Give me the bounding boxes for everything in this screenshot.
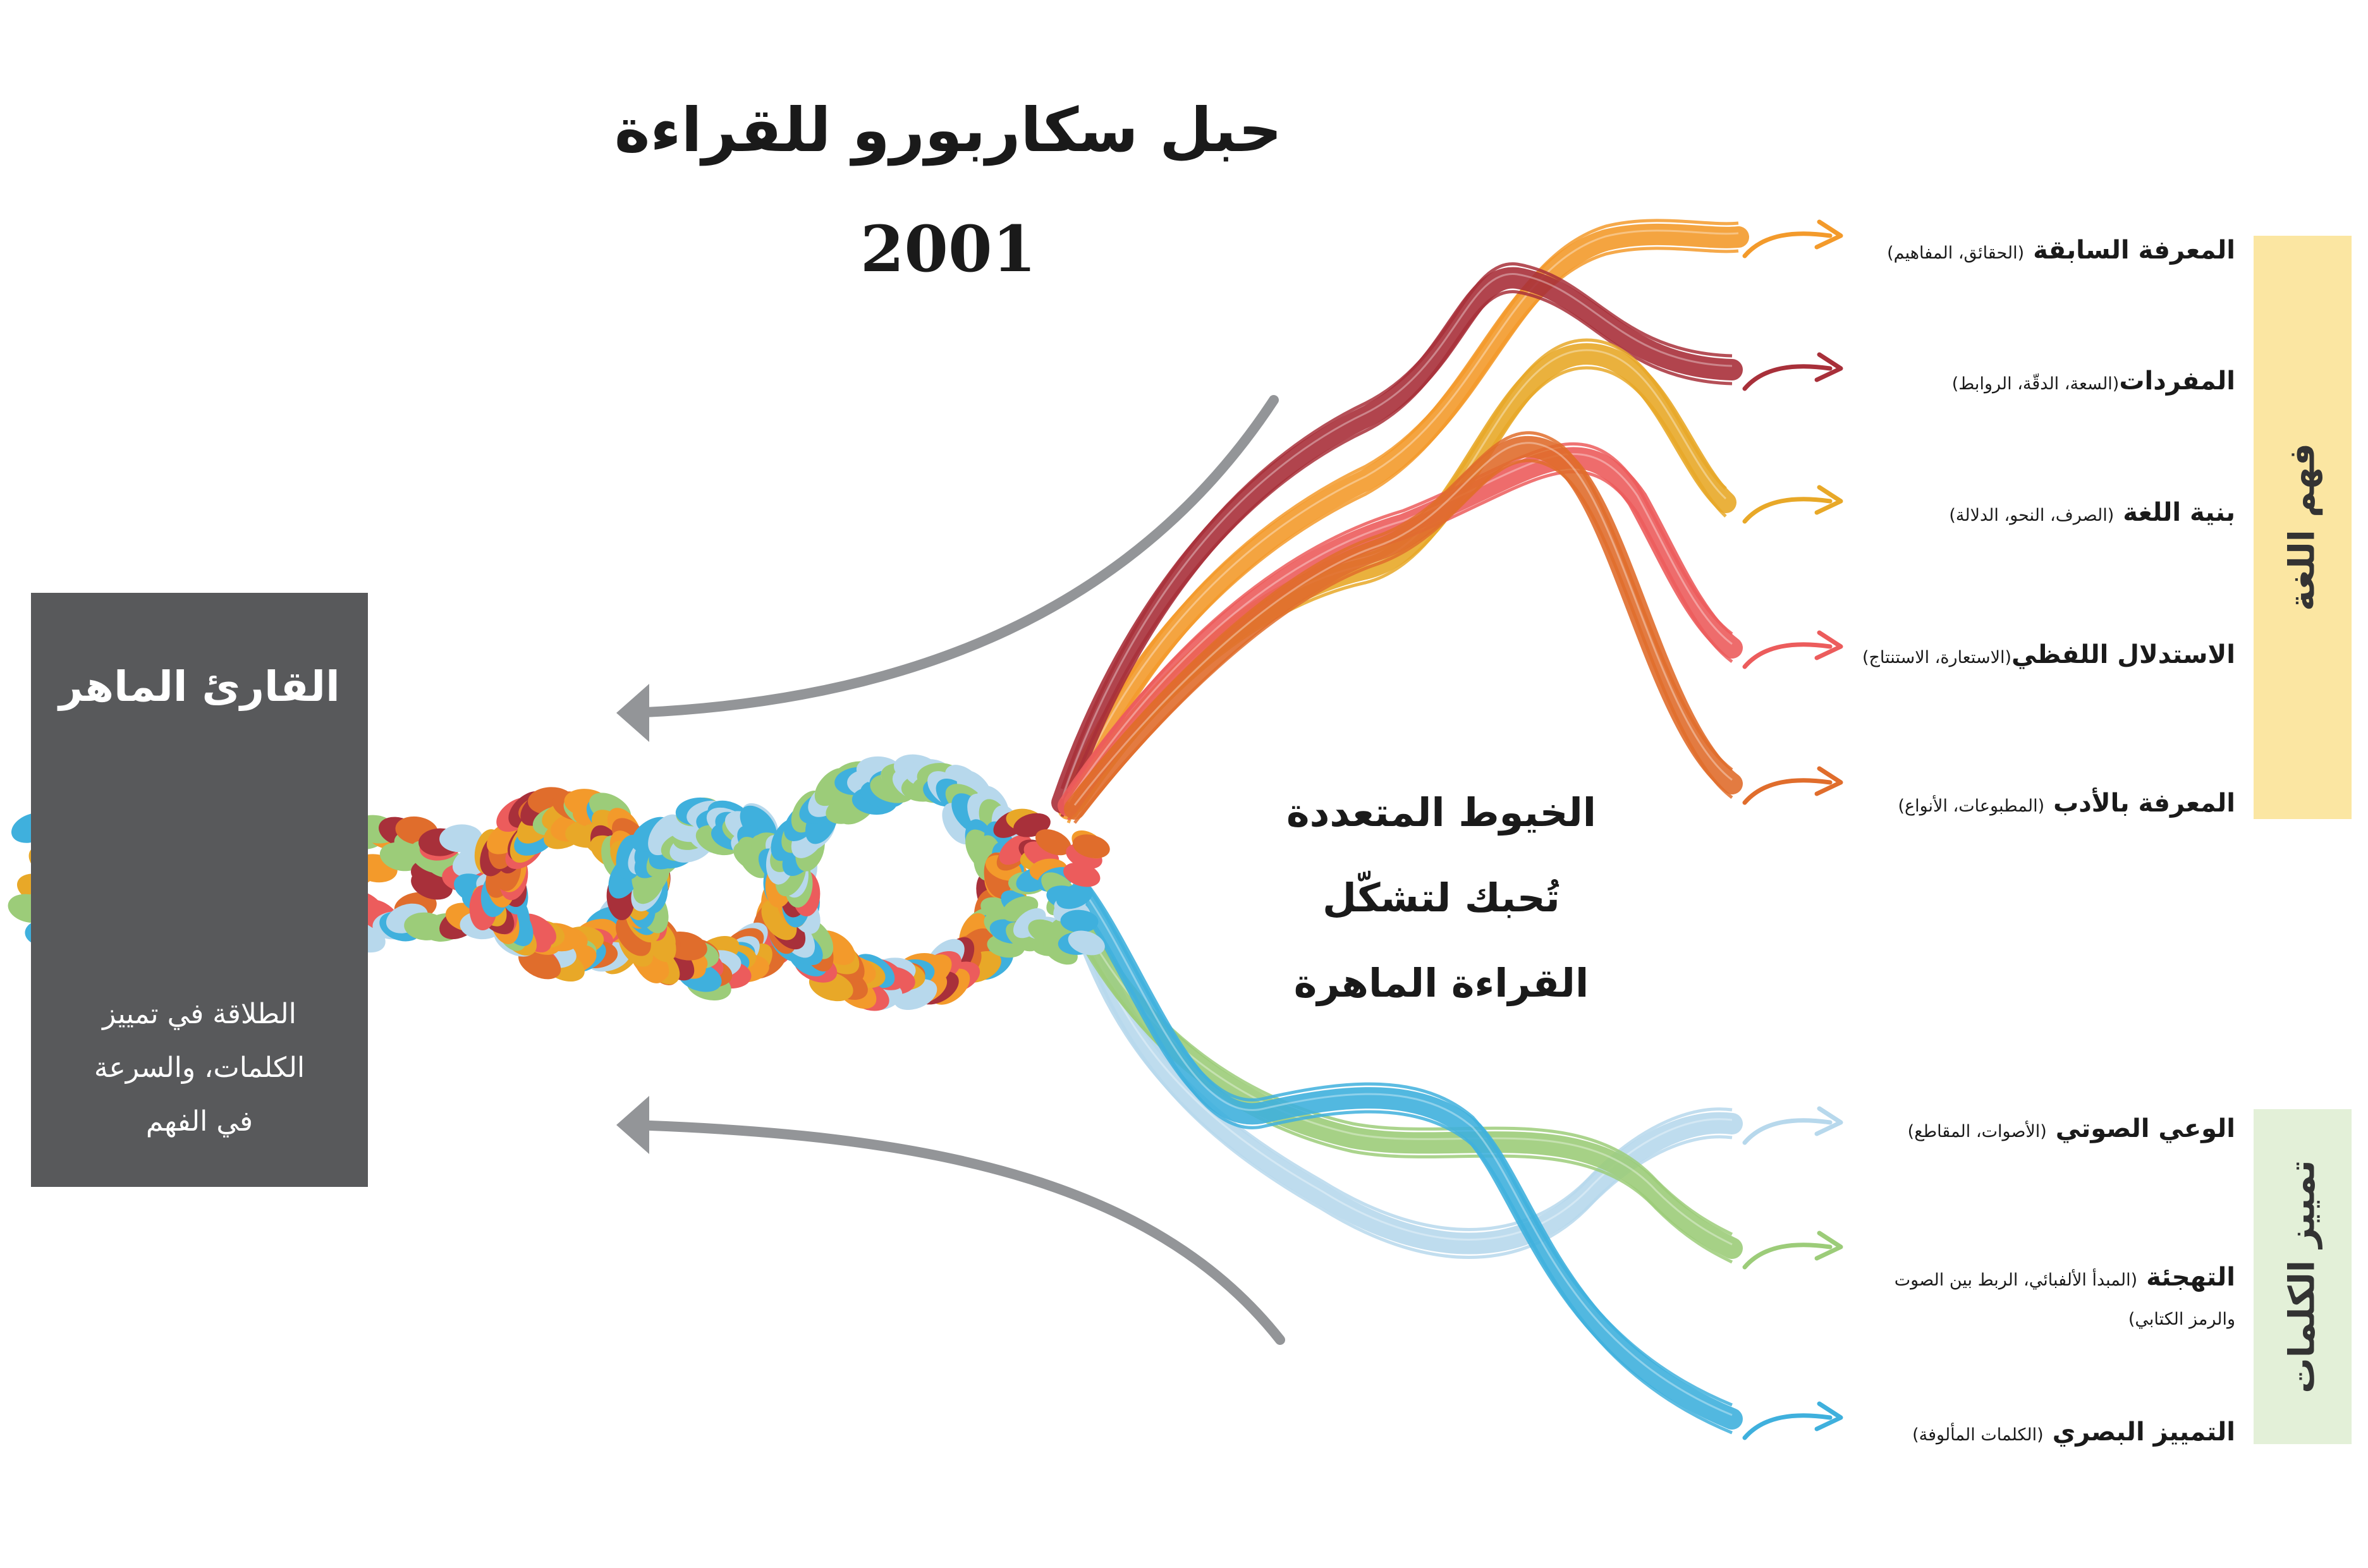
strand-detail: (السعة، الدقّة، الروابط) [1951, 374, 2120, 394]
strand-arrows [1742, 219, 1843, 1440]
skilled-reader-box: القارئ الماهر الطلاقة في تمييز الكلمات، … [31, 593, 368, 1187]
strand-label-background-knowledge: المعرفة السابقة (الحقائق، المفاهيم) [1887, 231, 2235, 270]
strand-name: بنية اللغة [2123, 498, 2235, 527]
rope-petal [1035, 829, 1071, 856]
rope-petal [1072, 834, 1110, 859]
strand-detail: (الأصوات، المقاطع) [1907, 1122, 2047, 1141]
strand-lower-3 [1070, 876, 1743, 1435]
strand-end-arrow-head [1814, 352, 1843, 382]
strand-end-arrow-line [1742, 1243, 1833, 1270]
strand-detail: (الحقائق، المفاهيم) [1887, 243, 2025, 263]
strand-name: التهجئة [2146, 1263, 2235, 1292]
strand-upper-2 [1051, 262, 1743, 817]
strand-label-decoding: التهجئة (المبدأ الألفبائي، الربط بين الص… [1895, 1258, 2235, 1336]
arrow-bottom-head [616, 1096, 649, 1154]
strand-name: الوعي الصوتي [2055, 1114, 2235, 1143]
strand-end-arrow-line [1742, 497, 1833, 524]
strand-end-arrow-line [1742, 642, 1833, 669]
arrow-top-curve [627, 395, 1279, 718]
strand-end-arrow-head [1814, 1106, 1843, 1136]
strand-detail-continued: والرمز الكتابي) [2128, 1310, 2235, 1329]
strands-layer [1051, 219, 1749, 1435]
group-panel-language [2254, 236, 2352, 819]
center-caption-line-3: القراءة الماهرة [1293, 960, 1589, 1006]
strand-detail: (الكلمات المألوفة) [1912, 1425, 2044, 1445]
group-panel-word [2254, 1109, 2352, 1444]
arrow-top-head [616, 684, 649, 742]
strand-end-arrow-head [1814, 1401, 1843, 1431]
strand-name: الاستدلال اللفظي [2011, 640, 2235, 669]
strand-name: المعرفة السابقة [2033, 236, 2235, 265]
strand-detail: (المطبوعات، الأنواع) [1898, 796, 2045, 816]
strand-end-arrow-line [1742, 1413, 1833, 1440]
strand-name: المعرفة بالأدب [2053, 789, 2235, 818]
side-panels [2254, 236, 2352, 1444]
diagram-year: 2001 [860, 212, 1037, 286]
strand-end-arrow-line [1742, 1118, 1833, 1145]
group-label-language: فهم اللغة [2281, 443, 2323, 611]
strand-end-arrow-head [1814, 630, 1843, 660]
strand-end-arrow-head [1814, 1231, 1843, 1261]
strand-end-arrow-line [1742, 231, 1833, 258]
arrow-bottom-curve [627, 1120, 1285, 1345]
rope-petal [1060, 909, 1099, 933]
strand-upper-5 [1064, 431, 1743, 824]
strand-end-arrow-line [1742, 778, 1833, 805]
strand-end-arrow-head [1814, 219, 1843, 250]
rope-petal [1056, 884, 1093, 909]
strand-end-arrow-head [1814, 485, 1843, 515]
center-caption-line-2: تُحبك لتشكّل [1322, 875, 1560, 921]
center-caption-line-1: الخيوط المتعددة [1286, 789, 1596, 836]
rope-petal [439, 824, 483, 853]
diagram-title: حبل سكاربورو للقراءة [614, 95, 1283, 166]
strand-upper-1 [1058, 219, 1749, 824]
strand-lower-1 [1064, 883, 1743, 1259]
rope-petal [1068, 930, 1105, 956]
skilled-reader-line-1: الطلاقة في تمييز [102, 998, 296, 1030]
group-label-word-recognition: تمييز الكلمات [2281, 1160, 2323, 1394]
strand-name: المفردات [2119, 367, 2235, 396]
strand-name: التمييز البصري [2052, 1418, 2235, 1447]
strand-detail: (الاستعارة، الاستنتاج) [1862, 648, 2012, 667]
strand-label-vocabulary: المفردات(السعة، الدقّة، الروابط) [1952, 362, 2235, 401]
strand-detail: (الصرف، النحو، الدلالة) [1949, 506, 2115, 525]
strand-label-phonological-awareness: الوعي الصوتي (الأصوات، المقاطع) [1908, 1109, 2235, 1148]
skilled-reader-title: القارئ الماهر [59, 662, 340, 711]
skilled-reader-line-3: في الفهم [145, 1105, 253, 1138]
skilled-reader-line-2: الكلمات، والسرعة [94, 1052, 305, 1084]
strand-detail: (المبدأ الألفبائي، الربط بين الصوت [1894, 1270, 2138, 1290]
strand-label-language-structures: بنية اللغة (الصرف، النحو، الدلالة) [1949, 493, 2235, 532]
strand-label-verbal-reasoning: الاستدلال اللفظي(الاستعارة، الاستنتاج) [1862, 635, 2235, 674]
strand-label-sight-recognition: التمييز البصري (الكلمات المألوفة) [1912, 1413, 2235, 1452]
strand-end-arrow-head [1814, 766, 1843, 796]
strand-label-literacy-knowledge: المعرفة بالأدب (المطبوعات، الأنواع) [1898, 784, 2235, 823]
strand-end-arrow-line [1742, 364, 1833, 391]
direction-arrows [616, 395, 1285, 1345]
